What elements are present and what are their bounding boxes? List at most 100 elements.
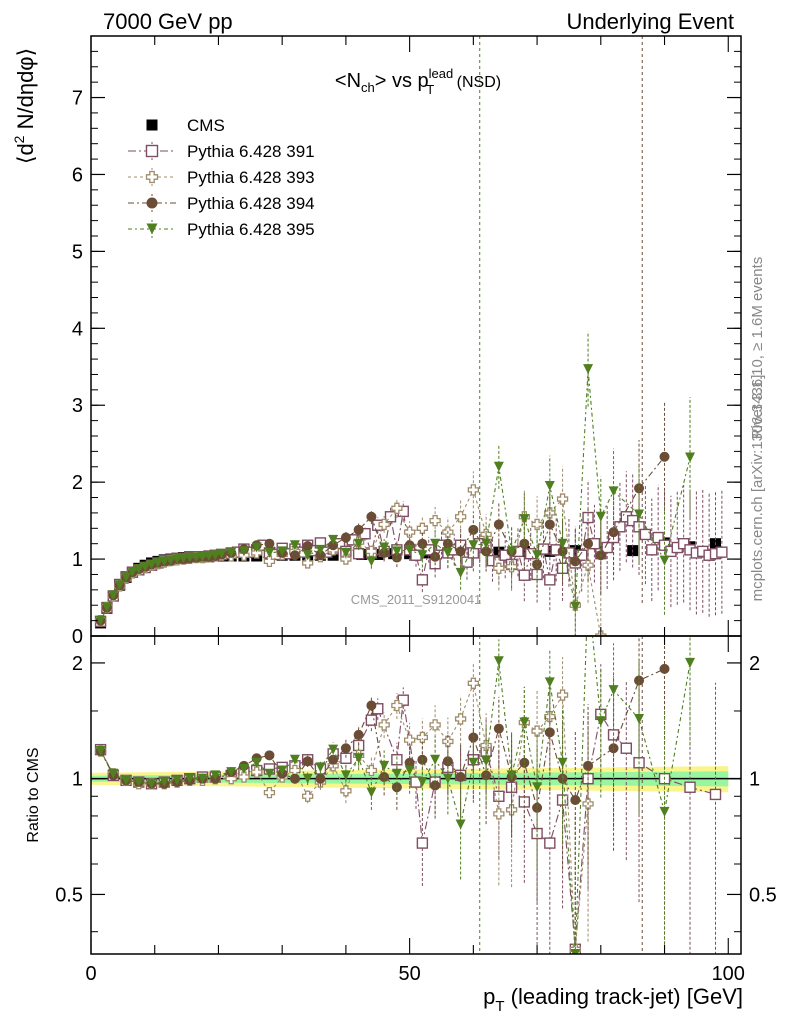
data-point-pythia-6-428-395 bbox=[140, 561, 151, 572]
ratio-point-pythia-6-428-393 bbox=[238, 771, 250, 783]
data-point-pythia-6-428-395 bbox=[172, 554, 183, 565]
ratio-point-pythia-6-428-393 bbox=[454, 713, 467, 725]
data-point-pythia-6-428-391 bbox=[518, 569, 531, 581]
legend-item-pythia-6-428-394: Pythia 6.428 394 bbox=[128, 194, 315, 213]
legend-item-cms: CMS bbox=[146, 116, 225, 135]
data-point-pythia-6-428-394 bbox=[264, 538, 275, 549]
ratio-point-pythia-6-428-391 bbox=[556, 794, 569, 806]
ratio-point-pythia-6-428-395 bbox=[121, 775, 132, 786]
y-tick-label: 3 bbox=[72, 395, 83, 417]
data-point-pythia-6-428-395 bbox=[570, 601, 581, 612]
data-point-pythia-6-428-394 bbox=[353, 524, 364, 535]
data-point-pythia-6-428-394 bbox=[659, 451, 670, 462]
ratio-point-pythia-6-428-395 bbox=[404, 765, 415, 776]
data-point-pythia-6-428-391 bbox=[582, 511, 594, 524]
data-point-pythia-6-428-395 bbox=[121, 572, 132, 583]
data-point-pythia-6-428-395 bbox=[557, 538, 568, 549]
legend-label: Pythia 6.428 395 bbox=[187, 220, 315, 239]
ratio-y-tick-label-right: 1 bbox=[749, 769, 760, 791]
ratio-point-pythia-6-428-391 bbox=[493, 790, 505, 802]
chart-title: <Nch> vs plead T (NSD) bbox=[335, 66, 501, 97]
legend-marker-pythia-6-428-393 bbox=[145, 170, 159, 184]
data-point-pythia-6-428-395 bbox=[442, 547, 453, 558]
ratio-point-pythia-6-428-393 bbox=[531, 725, 543, 737]
ratio-point-pythia-6-428-394 bbox=[493, 723, 504, 734]
ratio-y-tick-label-right: 0.5 bbox=[749, 884, 777, 906]
data-point-pythia-6-428-395 bbox=[659, 555, 670, 566]
data-point-pythia-6-428-395 bbox=[481, 538, 492, 549]
data-point-pythia-6-428-395 bbox=[685, 452, 696, 463]
data-point-cms bbox=[544, 545, 556, 557]
data-point-pythia-6-428-393 bbox=[378, 518, 390, 531]
ratio-point-pythia-6-428-393 bbox=[391, 699, 403, 712]
ratio-point-pythia-6-428-395 bbox=[570, 949, 581, 954]
rivet-version-label: Rivet 3.1.10, ≥ 1.6M events bbox=[749, 257, 766, 440]
ratio-point-pythia-6-428-395 bbox=[302, 773, 313, 784]
ratio-point-pythia-6-428-395 bbox=[289, 754, 300, 765]
ratio-point-pythia-6-428-395 bbox=[315, 762, 326, 773]
ratio-point-pythia-6-428-395 bbox=[532, 782, 543, 793]
data-point-pythia-6-428-393 bbox=[556, 493, 569, 505]
data-point-pythia-6-428-391 bbox=[416, 574, 429, 586]
ratio-point-pythia-6-428-395 bbox=[197, 773, 208, 784]
legend-marker-pythia-6-428-395 bbox=[146, 223, 158, 235]
ratio-point-pythia-6-428-391 bbox=[531, 827, 543, 840]
data-point-pythia-6-428-395 bbox=[289, 540, 300, 551]
data-point-pythia-6-428-391 bbox=[352, 547, 365, 560]
data-point-pythia-6-428-395 bbox=[302, 550, 313, 561]
y-tick-label: 7 bbox=[72, 88, 83, 110]
legend-marker-cms bbox=[146, 119, 158, 131]
ratio-point-pythia-6-428-395 bbox=[379, 760, 390, 771]
data-point-pythia-6-428-394 bbox=[289, 550, 300, 561]
ratio-point-pythia-6-428-395 bbox=[366, 787, 377, 798]
data-point-pythia-6-428-395 bbox=[101, 602, 112, 613]
data-point-pythia-6-428-395 bbox=[430, 538, 441, 549]
data-point-pythia-6-428-395 bbox=[595, 511, 606, 522]
data-point-pythia-6-428-395 bbox=[532, 550, 543, 561]
y-tick-label: 1 bbox=[72, 549, 83, 571]
ratio-point-pythia-6-428-395 bbox=[659, 806, 670, 817]
data-point-pythia-6-428-395 bbox=[184, 552, 195, 563]
data-point-pythia-6-428-395 bbox=[634, 509, 645, 520]
data-point-pythia-6-428-394 bbox=[532, 559, 543, 570]
data-point-pythia-6-428-394 bbox=[493, 519, 504, 530]
data-point-pythia-6-428-395 bbox=[277, 546, 288, 557]
data-point-pythia-6-428-395 bbox=[315, 544, 326, 555]
ratio-point-pythia-6-428-394 bbox=[532, 802, 543, 813]
ratio-point-pythia-6-428-393 bbox=[251, 766, 263, 778]
legend-label: Pythia 6.428 394 bbox=[187, 194, 315, 213]
data-point-pythia-6-428-391 bbox=[537, 543, 550, 555]
data-point-pythia-6-428-395 bbox=[178, 553, 189, 564]
data-point-pythia-6-428-395 bbox=[152, 557, 163, 568]
ratio-point-pythia-6-428-394 bbox=[557, 773, 568, 784]
ratio-point-pythia-6-428-391 bbox=[416, 837, 429, 849]
ratio-point-pythia-6-428-394 bbox=[289, 773, 300, 784]
data-point-pythia-6-428-393 bbox=[467, 484, 480, 496]
main-y-axis-label: ⟨d2 N/dηdφ⟩ bbox=[11, 48, 38, 164]
ratio-y-axis-label: Ratio to CMS bbox=[25, 747, 42, 842]
legend-item-pythia-6-428-391: Pythia 6.428 391 bbox=[128, 142, 315, 161]
data-point-pythia-6-428-393 bbox=[263, 555, 276, 568]
data-point-pythia-6-428-395 bbox=[203, 551, 214, 561]
ratio-point-pythia-6-428-391 bbox=[709, 788, 722, 801]
ratio-point-pythia-6-428-395 bbox=[238, 763, 249, 774]
ratio-y-tick-label: 1 bbox=[72, 769, 83, 791]
ratio-frame bbox=[90, 635, 742, 955]
ratio-point-pythia-6-428-395 bbox=[442, 773, 453, 784]
data-point-pythia-6-428-393 bbox=[251, 547, 263, 559]
ratio-point-pythia-6-428-395 bbox=[264, 768, 275, 779]
ratio-panel: 0.5 0.5 1 1 2 2 0 50 100 bbox=[55, 635, 777, 985]
data-point-pythia-6-428-391 bbox=[544, 574, 556, 586]
header-left: 7000 GeV pp bbox=[103, 9, 233, 34]
data-point-pythia-6-428-393 bbox=[454, 511, 467, 523]
data-point-pythia-6-428-395 bbox=[353, 538, 364, 549]
ratio-point-pythia-6-428-391 bbox=[544, 837, 556, 849]
data-point-pythia-6-428-395 bbox=[583, 364, 594, 375]
data-point-pythia-6-428-391 bbox=[639, 528, 652, 541]
ratio-point-pythia-6-428-391 bbox=[391, 754, 403, 766]
data-point-pythia-6-428-394 bbox=[468, 524, 479, 535]
legend-marker-pythia-6-428-394 bbox=[146, 197, 158, 209]
data-point-pythia-6-428-394 bbox=[634, 483, 645, 494]
ratio-point-pythia-6-428-395 bbox=[493, 656, 504, 667]
data-point-pythia-6-428-395 bbox=[608, 486, 619, 497]
